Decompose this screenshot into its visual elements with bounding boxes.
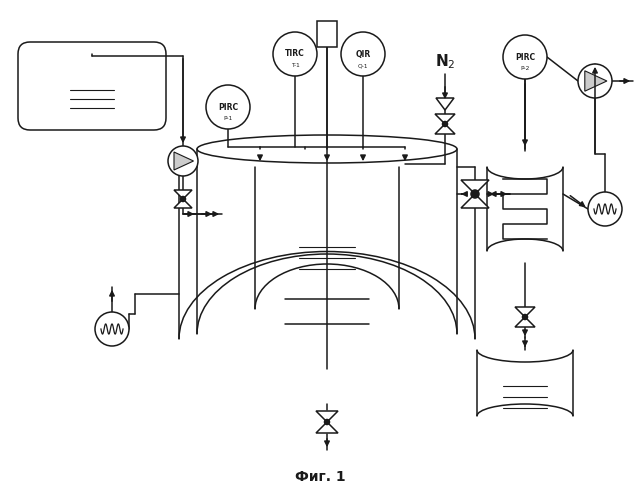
Text: T-1: T-1 [291, 63, 300, 68]
Polygon shape [435, 125, 455, 135]
Circle shape [168, 147, 198, 177]
Polygon shape [174, 191, 192, 200]
Polygon shape [461, 181, 489, 195]
Text: P-1: P-1 [223, 116, 232, 121]
Circle shape [324, 420, 330, 425]
Polygon shape [436, 99, 454, 111]
Polygon shape [435, 115, 455, 125]
Text: PIRC: PIRC [515, 52, 535, 61]
Text: QIR: QIR [355, 49, 371, 59]
Text: Q-1: Q-1 [358, 63, 368, 68]
Circle shape [206, 86, 250, 130]
Text: Фиг. 1: Фиг. 1 [294, 469, 346, 483]
Circle shape [588, 193, 622, 226]
FancyBboxPatch shape [18, 43, 166, 131]
Polygon shape [316, 411, 338, 422]
Circle shape [503, 36, 547, 80]
Polygon shape [174, 200, 192, 208]
Circle shape [95, 312, 129, 346]
Circle shape [442, 122, 447, 127]
Circle shape [471, 191, 479, 199]
Polygon shape [515, 317, 535, 327]
Text: P-2: P-2 [520, 66, 530, 71]
Text: N$_2$: N$_2$ [435, 53, 455, 71]
Bar [317, 22, 337, 48]
Polygon shape [461, 195, 489, 208]
Polygon shape [515, 307, 535, 317]
Polygon shape [174, 153, 193, 171]
Circle shape [273, 33, 317, 77]
Circle shape [578, 65, 612, 99]
Text: PIRC: PIRC [218, 102, 238, 111]
Polygon shape [316, 422, 338, 433]
Polygon shape [585, 72, 607, 92]
Circle shape [341, 33, 385, 77]
Circle shape [522, 315, 527, 320]
Circle shape [180, 197, 186, 202]
Text: TIRC: TIRC [285, 49, 305, 59]
